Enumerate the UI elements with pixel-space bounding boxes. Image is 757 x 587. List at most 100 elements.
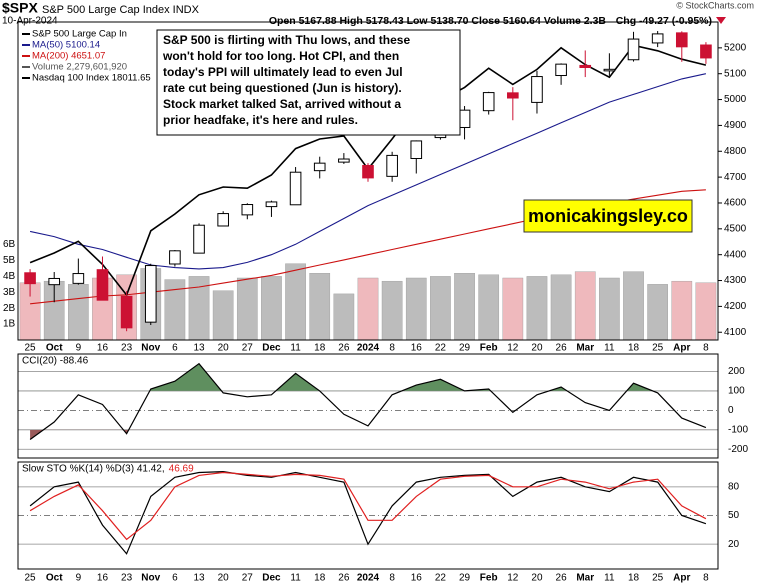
y-tick-label: 4800	[724, 146, 747, 157]
annotation-line: Stock market talked Sat, arrived without…	[163, 97, 401, 111]
y-tick-label: 4600	[724, 198, 747, 209]
x-tick-label: 20	[531, 573, 543, 584]
x-tick-label: 9	[76, 343, 82, 354]
legend-box	[20, 27, 156, 83]
volume-bar	[309, 273, 331, 341]
y-tick-label: 0	[728, 405, 734, 416]
series-line	[29, 362, 707, 440]
credit: © StockCharts.com	[676, 0, 754, 10]
x-tick-label: 26	[556, 573, 568, 584]
candle-body	[72, 273, 85, 284]
x-tick-label: 6	[172, 573, 178, 584]
annotation-line: rate cut being questioned (Jun is histor…	[163, 81, 402, 95]
y-tick-label: 5100	[724, 68, 747, 79]
volume-bar	[285, 263, 306, 341]
x-tick-label: Mar	[576, 343, 594, 354]
annotation-box	[156, 29, 461, 136]
watermark-box	[523, 199, 693, 233]
y-tick-label: 4200	[724, 301, 747, 312]
y-tick-label: 100	[728, 386, 745, 397]
x-tick-label: 26	[338, 343, 350, 354]
x-tick-label: 27	[242, 573, 254, 584]
x-tick-label: 8	[389, 573, 395, 584]
y-tick-label: 5000	[724, 94, 747, 105]
candle-body	[675, 32, 688, 48]
volume-bar	[623, 271, 644, 341]
annotation-line: prior headfake, it's here and rules.	[163, 113, 358, 127]
panel-border	[17, 353, 719, 459]
x-tick-label: 16	[411, 343, 423, 354]
x-tick-label: 26	[556, 343, 568, 354]
candle-body	[579, 64, 592, 69]
x-tick-label: 12	[507, 573, 519, 584]
x-tick-label: 16	[411, 573, 423, 584]
x-tick-label: 25	[25, 343, 37, 354]
volume-bar	[526, 276, 548, 341]
x-tick-label: 2024	[357, 573, 380, 584]
candle-body	[362, 164, 374, 179]
y-tick-label: 4100	[724, 327, 747, 338]
x-tick-label: Dec	[262, 343, 281, 354]
overlays: monicakingsley.co S&P 500 is flirting wi…	[156, 29, 693, 233]
y-tick-label: 4700	[724, 172, 747, 183]
candle-body	[120, 295, 133, 329]
candle-body	[48, 277, 61, 286]
x-tick-label: 20	[218, 343, 230, 354]
volume-bar	[502, 277, 524, 341]
volume-bar	[236, 277, 258, 341]
volume-bar	[550, 274, 572, 341]
x-tick-label: 29	[459, 343, 471, 354]
candle-body	[313, 162, 326, 172]
symbol: $SPX	[2, 0, 38, 16]
series-line	[29, 471, 707, 541]
volume-bar	[357, 277, 379, 341]
y-tick-label: 5200	[724, 42, 747, 53]
volume-tick-label: 2B	[3, 303, 16, 314]
y-tick-label: 20	[728, 539, 740, 550]
volume-bar	[430, 276, 451, 341]
y-tick-label: 80	[728, 481, 740, 492]
x-tick-label: 25	[25, 573, 37, 584]
x-tick-label: Feb	[480, 343, 498, 354]
date: 10-Apr-2024	[2, 16, 58, 27]
panel-border	[17, 21, 719, 341]
candle-body	[458, 109, 471, 128]
volume-bar	[599, 277, 620, 341]
x-tick-label: 16	[97, 573, 109, 584]
x-tick-label: Dec	[262, 573, 281, 584]
candle-body	[627, 38, 640, 61]
candle-body	[651, 33, 664, 44]
candle-body	[507, 92, 519, 99]
volume-bar	[68, 284, 89, 341]
x-tick-label: 8	[703, 573, 709, 584]
y-tick-label: -100	[728, 424, 748, 435]
candle-body	[289, 171, 302, 206]
volume-bar	[574, 271, 596, 341]
candle-body	[265, 201, 278, 208]
x-tick-label: 25	[652, 343, 664, 354]
y-tick-label: -200	[728, 444, 748, 455]
volume-bar	[261, 276, 282, 341]
y-tick-label: 200	[728, 366, 745, 377]
volume-bar	[212, 290, 234, 341]
volume-bar	[454, 273, 475, 341]
x-tick-label: 18	[628, 343, 640, 354]
x-tick-label: 8	[389, 343, 395, 354]
y-tick-label: 50	[728, 510, 740, 521]
x-tick-label: Oct	[46, 343, 63, 354]
legend-label: Slow STO %K(14) %D(3) 41.42,	[22, 464, 165, 475]
legend-label: S&P 500 Large Cap In	[32, 29, 127, 40]
x-tick-label: Nov	[141, 343, 160, 354]
x-tick-label: 27	[242, 343, 254, 354]
volume-bar	[405, 277, 427, 341]
legend-label: Nasdaq 100 Index 18011.65	[32, 73, 151, 84]
x-tick-label: 25	[652, 573, 664, 584]
y-tick-label: 4500	[724, 223, 747, 234]
x-tick-label: 20	[531, 343, 543, 354]
quote: Open 5167.88 High 5178.43 Low 5138.70 Cl…	[269, 15, 607, 27]
x-tick-label: 13	[193, 573, 205, 584]
volume-tick-label: 6B	[3, 239, 16, 250]
legend-label: Volume 2,279,601,920	[32, 62, 127, 73]
down-arrow	[716, 17, 726, 24]
